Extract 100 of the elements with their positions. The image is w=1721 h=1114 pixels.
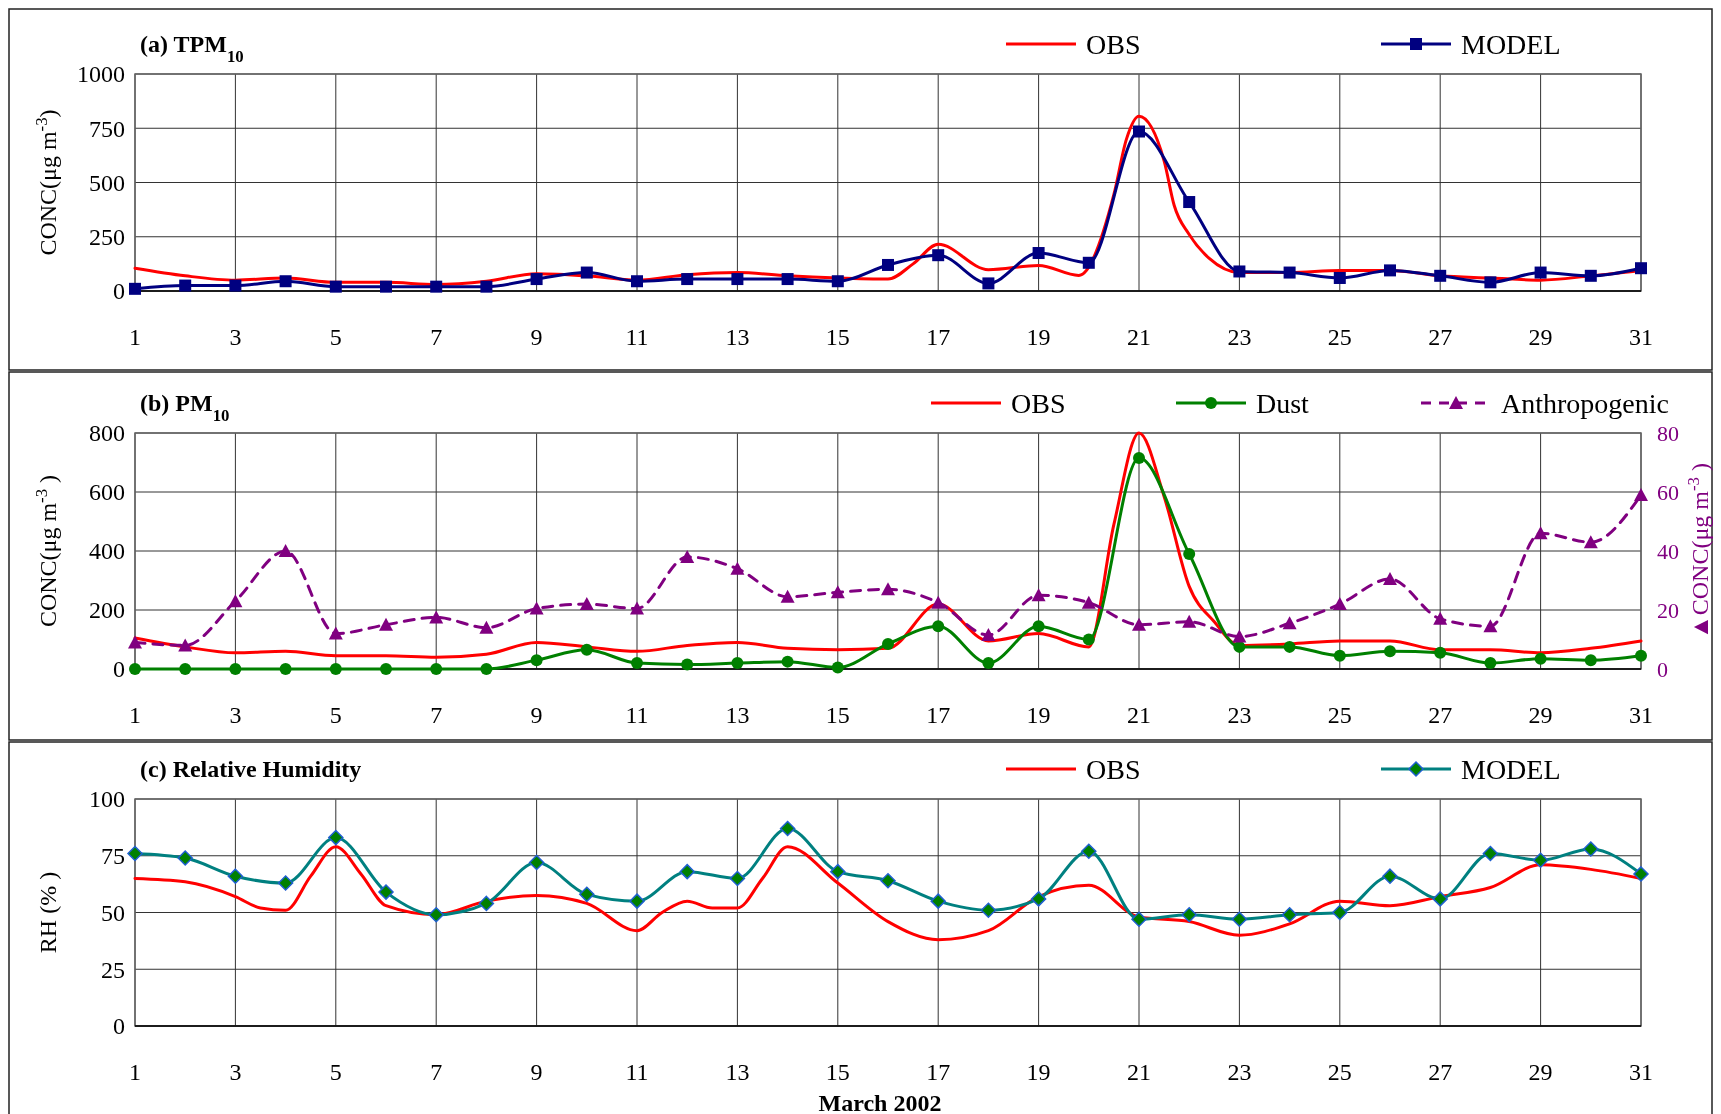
point: [730, 561, 745, 575]
point: [429, 610, 444, 624]
y-axis-title: RH (% ): [35, 871, 61, 954]
point: [1583, 535, 1598, 549]
x-tick-label: 23: [1227, 1059, 1252, 1086]
point: [680, 549, 695, 563]
point: [982, 657, 995, 670]
point: [580, 266, 593, 279]
point: [128, 635, 142, 649]
x-tick-label: 23: [1227, 324, 1252, 351]
point: [479, 620, 494, 634]
point: [1182, 614, 1197, 628]
point: [731, 273, 744, 286]
x-tick-label: 1: [129, 324, 141, 351]
point: [1031, 588, 1046, 602]
x-tick-label: 25: [1327, 324, 1352, 351]
point: [1584, 269, 1597, 282]
x-tick-label: 11: [625, 324, 649, 351]
point: [1433, 611, 1448, 625]
point: [631, 657, 643, 670]
point: [1434, 269, 1447, 282]
point: [1283, 266, 1296, 279]
point: [379, 617, 393, 631]
legend-label: OBS: [1086, 753, 1141, 785]
x-tick-label: 21: [1127, 324, 1151, 351]
x-tick-label: 11: [625, 1059, 649, 1086]
chart-title: (a) TPM$_{10}$: [140, 31, 244, 66]
x-tick-label: 17: [926, 1059, 951, 1086]
point: [279, 275, 292, 288]
x-tick-label: 9: [530, 702, 543, 729]
point: [1384, 264, 1396, 277]
y-tick-label: 750: [89, 115, 125, 142]
point: [1584, 654, 1597, 667]
y2-tick-label: 80: [1657, 420, 1679, 446]
point: [278, 544, 293, 557]
y-tick-label: 800: [89, 420, 125, 447]
x-tick-label: 5: [329, 1059, 342, 1086]
y-tick-label: 1000: [77, 61, 125, 88]
point: [1383, 572, 1397, 586]
y2-tick-label: 60: [1657, 479, 1679, 505]
legend-label: OBS: [1011, 387, 1066, 419]
point: [1634, 487, 1648, 501]
x-tick-label: 27: [1428, 324, 1453, 351]
point: [579, 597, 594, 611]
point: [1032, 620, 1045, 633]
point: [380, 280, 392, 293]
point: [328, 626, 343, 640]
y-tick-label: 25: [101, 956, 125, 983]
x-tick-label: 3: [229, 702, 242, 729]
point: [1133, 452, 1145, 465]
y-tick-label: 200: [89, 597, 125, 624]
point: [1282, 616, 1297, 630]
point: [981, 628, 996, 642]
point: [380, 663, 392, 675]
point: [1333, 649, 1346, 662]
point: [1635, 649, 1647, 662]
y2-tick-label: 20: [1657, 597, 1679, 623]
point: [529, 601, 544, 615]
point: [179, 663, 192, 675]
point: [430, 280, 443, 293]
point: [530, 273, 543, 286]
x-tick-label: 21: [1127, 1059, 1151, 1086]
x-tick-label: 19: [1026, 1059, 1051, 1086]
chart-title: (c) Relative Humidity: [140, 756, 362, 782]
y-tick-label: 600: [89, 479, 125, 506]
legend-label: MODEL: [1461, 753, 1561, 785]
point: [1533, 526, 1548, 540]
x-tick-label: 29: [1528, 324, 1553, 351]
y-tick-label: 500: [89, 169, 125, 196]
legend-label: Anthropogenic: [1501, 387, 1669, 419]
point: [1635, 262, 1647, 275]
point: [931, 595, 946, 609]
legend-label: OBS: [1086, 28, 1141, 60]
point: [982, 277, 995, 290]
point: [530, 654, 543, 667]
point: [681, 273, 694, 286]
y-tick-label: 0: [113, 278, 125, 305]
point: [932, 249, 945, 262]
x-tick-label: 9: [530, 1059, 543, 1086]
point: [731, 657, 744, 670]
x-axis-title: March 2002: [818, 1090, 942, 1114]
x-tick-label: 7: [430, 702, 443, 729]
point: [781, 273, 794, 286]
point: [1484, 276, 1497, 289]
point: [1283, 640, 1296, 653]
x-tick-label: 19: [1026, 702, 1051, 729]
point: [1233, 265, 1246, 278]
point: [178, 638, 193, 652]
x-tick-label: 27: [1428, 1059, 1453, 1086]
point: [1332, 597, 1347, 611]
point: [831, 275, 844, 288]
x-tick-label: 5: [329, 702, 342, 729]
point: [1232, 629, 1247, 643]
legend-label: MODEL: [1461, 28, 1561, 60]
point: [882, 637, 894, 650]
point: [129, 663, 141, 675]
point: [630, 601, 644, 615]
point: [329, 663, 342, 675]
x-tick-label: 25: [1327, 702, 1352, 729]
point: [1082, 256, 1095, 269]
